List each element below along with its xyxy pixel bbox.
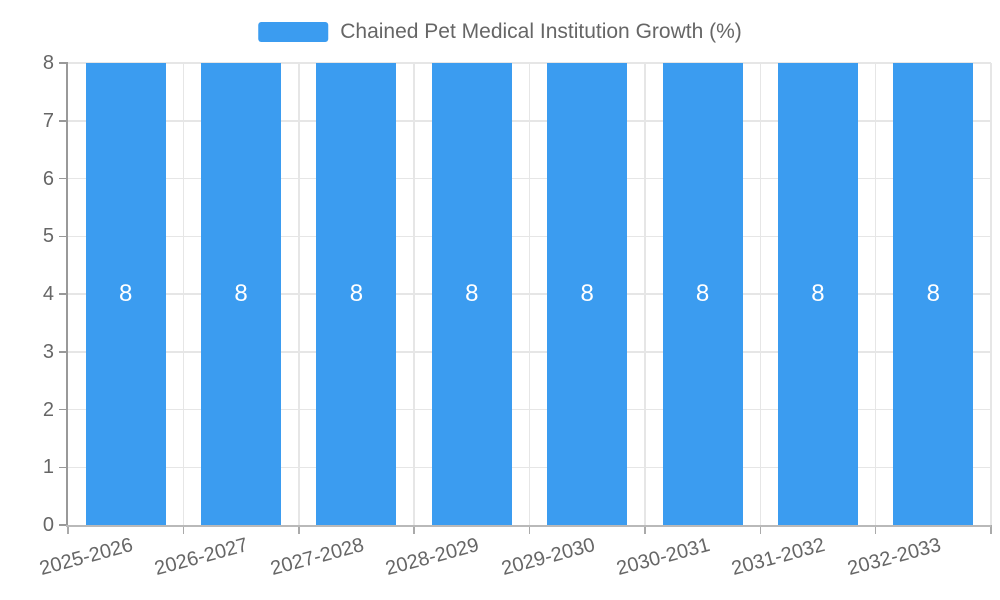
y-axis-tick bbox=[59, 466, 68, 468]
legend-label: Chained Pet Medical Institution Growth (… bbox=[340, 20, 742, 43]
x-axis-label: 2026-2027 bbox=[152, 534, 251, 581]
gridline-vertical bbox=[182, 63, 185, 525]
bar[interactable]: 8 bbox=[85, 63, 166, 525]
y-axis-label: 3 bbox=[42, 340, 54, 363]
gridline-vertical bbox=[759, 63, 761, 525]
x-axis-tick bbox=[182, 525, 185, 534]
x-axis-tick bbox=[528, 525, 531, 534]
bar[interactable]: 8 bbox=[662, 63, 743, 525]
y-axis-tick bbox=[59, 235, 68, 237]
bar-value-label: 8 bbox=[234, 280, 248, 307]
x-axis-tick bbox=[759, 525, 761, 534]
gridline-vertical bbox=[298, 63, 300, 525]
gridline-vertical bbox=[528, 63, 531, 525]
bar-value-label: 8 bbox=[580, 280, 594, 307]
x-axis-tick bbox=[67, 525, 69, 534]
y-axis-label: 7 bbox=[42, 109, 54, 132]
x-axis-label: 2029-2030 bbox=[498, 534, 597, 581]
bar-value-label: 8 bbox=[119, 280, 133, 307]
y-axis-tick bbox=[59, 351, 68, 353]
bar-value-label: 8 bbox=[349, 280, 364, 307]
bar[interactable]: 8 bbox=[777, 63, 858, 525]
y-axis-label: 5 bbox=[42, 225, 54, 248]
y-axis-tick bbox=[59, 524, 68, 526]
bar[interactable]: 8 bbox=[201, 63, 282, 525]
bar-value-label: 8 bbox=[811, 280, 825, 307]
x-axis-label: 2027-2028 bbox=[268, 534, 367, 581]
bar[interactable]: 8 bbox=[547, 63, 628, 525]
gridline-vertical bbox=[990, 63, 992, 525]
y-axis-tick bbox=[59, 62, 68, 64]
plot-area: 8 8 8 8 8 8 8 8 bbox=[68, 62, 992, 525]
gridline-vertical bbox=[644, 63, 646, 525]
y-axis-line bbox=[66, 63, 68, 525]
x-axis-tick bbox=[990, 525, 992, 534]
y-axis-tick bbox=[59, 293, 68, 295]
y-axis-label: 4 bbox=[42, 283, 54, 305]
x-axis-label: 2030-2031 bbox=[614, 534, 713, 581]
x-axis-line bbox=[66, 525, 991, 527]
y-axis-label: 6 bbox=[42, 167, 54, 190]
y-axis-tick bbox=[59, 120, 68, 122]
x-axis-label: 2028-2029 bbox=[383, 534, 482, 581]
y-axis-label: 8 bbox=[42, 52, 54, 74]
x-axis-tick bbox=[644, 525, 646, 534]
x-axis-label: 2032-2033 bbox=[844, 534, 944, 581]
y-axis-label: 1 bbox=[42, 456, 54, 479]
bar-value-label: 8 bbox=[465, 280, 479, 307]
x-axis-label: 2025-2026 bbox=[37, 534, 136, 581]
gridline-vertical bbox=[413, 63, 415, 525]
bar[interactable]: 8 bbox=[431, 63, 512, 525]
legend-swatch-icon bbox=[258, 22, 329, 42]
y-axis-tick bbox=[59, 177, 68, 180]
bar[interactable]: 8 bbox=[316, 63, 397, 525]
x-axis-tick bbox=[413, 525, 415, 534]
y-axis-label: 0 bbox=[42, 514, 54, 536]
y-axis-tick bbox=[59, 408, 68, 411]
bar-value-label: 8 bbox=[695, 280, 710, 307]
x-axis-label: 2031-2032 bbox=[729, 534, 828, 581]
y-axis-label: 2 bbox=[42, 398, 54, 421]
x-axis-tick bbox=[298, 525, 300, 534]
gridline-vertical bbox=[874, 63, 877, 525]
bar[interactable]: 8 bbox=[893, 63, 974, 525]
bar-value-label: 8 bbox=[926, 280, 940, 307]
legend-item[interactable]: Chained Pet Medical Institution Growth (… bbox=[258, 20, 742, 44]
x-axis-tick bbox=[874, 525, 877, 534]
